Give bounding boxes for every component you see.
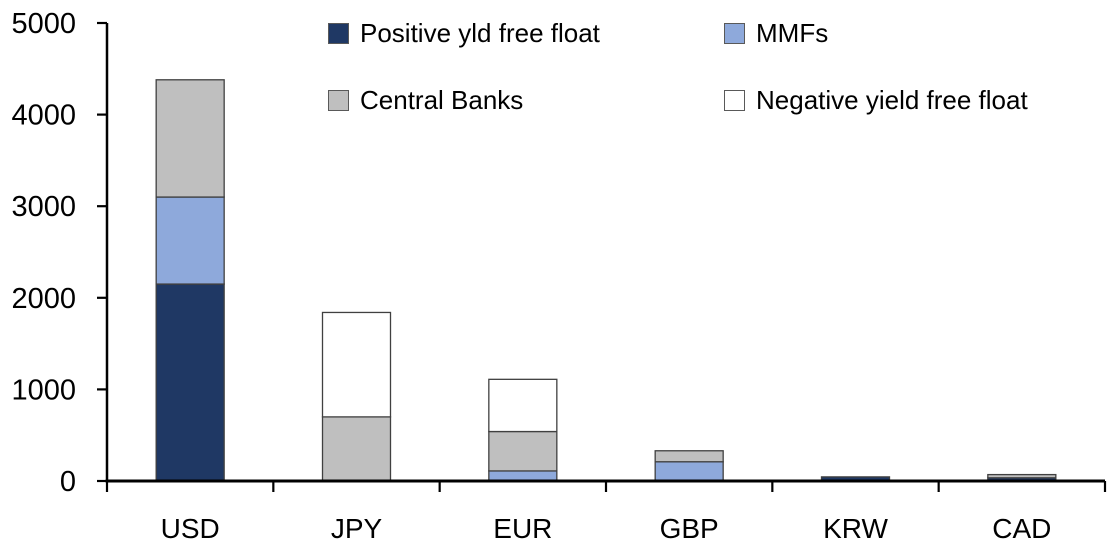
bar-segment — [654, 450, 724, 463]
x-axis-category-label: GBP — [660, 513, 719, 544]
y-axis-tick-label: 1000 — [11, 374, 76, 406]
y-axis-tick-label: 2000 — [11, 283, 76, 315]
x-axis-category-label: CAD — [992, 513, 1051, 544]
legend-item-negative-yield-free-float: Negative yield free float — [724, 85, 1028, 116]
x-axis-category-label: USD — [161, 513, 220, 544]
legend-swatch-mmfs-icon — [724, 23, 745, 44]
bar-segment — [155, 79, 225, 198]
y-axis-tick-label: 4000 — [11, 100, 76, 132]
legend-swatch-central-banks-icon — [328, 90, 349, 111]
bar-segment — [321, 416, 392, 482]
y-axis-tick-label: 0 — [60, 466, 76, 498]
bar-segment — [321, 311, 392, 418]
x-axis-category-label: JPY — [331, 513, 383, 544]
bar-segment — [488, 430, 558, 472]
legend-swatch-positive-yld-free-float-icon — [328, 23, 349, 44]
bar-segment — [488, 378, 558, 433]
legend-item-central-banks: Central Banks — [328, 85, 523, 116]
legend-item-mmfs: MMFs — [724, 18, 828, 49]
bar-segment — [654, 461, 724, 482]
legend-label-positive-yld-free-float: Positive yld free float — [360, 18, 600, 48]
bar-segment — [488, 470, 558, 482]
legend-label-central-banks: Central Banks — [360, 85, 524, 115]
bar-segment — [155, 196, 225, 285]
legend-label-negative-yield-free-float: Negative yield free float — [756, 85, 1028, 115]
x-axis-category-label: EUR — [493, 513, 552, 544]
y-axis-tick-label: 3000 — [11, 191, 76, 223]
legend-item-positive-yld-free-float: Positive yld free float — [328, 18, 600, 49]
bar-segment — [155, 283, 225, 482]
legend-label-mmfs: MMFs — [756, 18, 829, 48]
legend-swatch-negative-yield-free-float-icon — [724, 90, 745, 111]
x-axis-category-label: KRW — [823, 513, 888, 544]
y-axis-tick-label: 5000 — [11, 8, 76, 40]
bar-segment — [987, 473, 1057, 479]
